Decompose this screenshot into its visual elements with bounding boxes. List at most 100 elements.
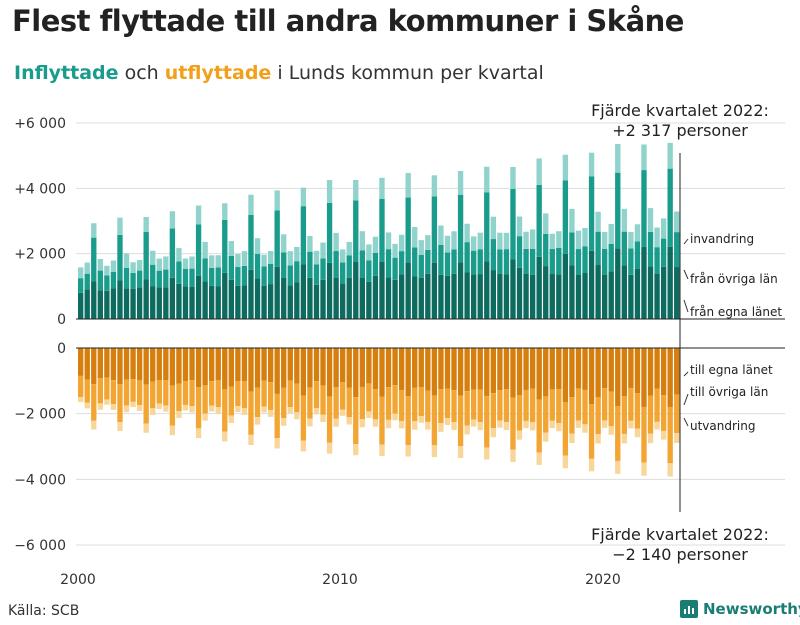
bar-segment-out: [176, 348, 182, 384]
bar-segment-in: [195, 205, 202, 225]
bar-segment-out: [516, 348, 523, 396]
bar-segment-out: [667, 406, 673, 464]
bar-segment-in: [654, 274, 660, 319]
bar-segment-out: [353, 397, 359, 445]
bar-segment-out: [667, 348, 673, 407]
bar-segment-in: [241, 265, 248, 286]
bar-segment-out: [320, 414, 326, 422]
bar-segment-in: [117, 217, 123, 235]
bar-segment-in: [143, 232, 149, 280]
bar-segment-in: [110, 288, 117, 319]
bar-segment-out: [405, 348, 411, 397]
bar-segment-in: [398, 251, 405, 275]
bar-segment-out: [222, 348, 228, 390]
bar-segment-out: [595, 348, 601, 398]
bar-segment-in: [497, 249, 503, 274]
bar-segment-in: [254, 253, 261, 279]
bar-segment-out: [431, 348, 438, 396]
bar-segment-out: [163, 380, 169, 406]
bar-segment-out: [130, 401, 136, 408]
series-label: utvandring: [690, 419, 755, 433]
bar-segment-out: [117, 348, 123, 385]
bar-segment-out: [209, 381, 215, 406]
bar-segment-out: [490, 393, 496, 429]
bar-segment-in: [353, 262, 359, 319]
bar-segment-in: [431, 175, 438, 197]
bar-segment-out: [516, 430, 523, 440]
bar-segment-out: [209, 348, 215, 382]
bar-segment-in: [385, 249, 392, 278]
bar-segment-in: [621, 208, 627, 232]
bar-segment-in: [451, 273, 457, 319]
bar-segment-out: [536, 399, 542, 453]
bar-segment-out: [313, 348, 320, 382]
bar-segment-in: [326, 202, 333, 263]
bar-segment-in: [202, 258, 208, 282]
bar-segment-in: [287, 251, 293, 266]
bar-segment-in: [398, 274, 405, 319]
bar-segment-out: [582, 348, 588, 390]
bar-segment-in: [313, 284, 320, 319]
bar-segment-out: [326, 442, 333, 454]
bar-segment-out: [621, 433, 627, 444]
bar-segment-in: [97, 259, 103, 271]
bar-segment-in: [615, 172, 621, 249]
bar-segment-out: [523, 348, 529, 390]
bar-segment-in: [91, 281, 97, 319]
bar-segment-out: [556, 422, 562, 432]
bar-segment-in: [261, 254, 267, 267]
bar-segment-out: [235, 381, 241, 407]
bar-segment-in: [674, 211, 680, 233]
bar-segment-in: [444, 275, 451, 319]
bar-segment-out: [156, 380, 162, 404]
bar-segment-out: [556, 348, 562, 390]
bar-segment-out: [621, 348, 627, 397]
bar-segment-out: [438, 389, 444, 424]
bar-segment-out: [346, 387, 352, 418]
bar-segment-out: [320, 348, 326, 386]
bar-segment-out: [104, 399, 110, 405]
bar-segment-in: [359, 231, 365, 251]
bar-segment-out: [110, 348, 117, 381]
bar-segment-out: [536, 452, 542, 465]
bar-segment-out: [523, 389, 529, 421]
bar-segment-in: [641, 246, 647, 319]
series-label: till egna länet: [690, 363, 773, 377]
bar-segment-out: [333, 348, 339, 388]
bar-segment-in: [261, 285, 267, 319]
bar-segment-out: [562, 401, 569, 456]
bar-segment-out: [425, 348, 431, 391]
bar-segment-in: [412, 247, 418, 277]
bar-segment-out: [660, 395, 667, 431]
bar-segment-in: [510, 188, 516, 260]
bar-segment-in: [405, 197, 411, 263]
bar-segment-in: [556, 231, 562, 248]
bar-segment-in: [628, 248, 634, 275]
bar-segment-out: [457, 348, 464, 396]
bar-segment-in: [516, 267, 523, 319]
bar-segment-out: [575, 420, 582, 428]
bar-segment-out: [425, 390, 431, 422]
bar-segment-in: [510, 166, 516, 189]
bar-segment-in: [477, 232, 483, 250]
bar-segment-out: [562, 348, 569, 402]
bar-segment-in: [497, 273, 503, 319]
bar-segment-out: [340, 348, 346, 383]
bar-segment-in: [674, 232, 680, 268]
bar-segment-out: [189, 380, 195, 407]
bar-segment-in: [543, 266, 549, 319]
bar-segment-in: [582, 273, 588, 319]
bar-segment-out: [346, 348, 352, 388]
label-leader: [683, 371, 689, 377]
bar-segment-out: [615, 460, 621, 474]
bar-segment-in: [536, 184, 542, 257]
bar-segment-in: [621, 265, 627, 319]
bar-segment-in: [294, 282, 300, 319]
bar-segment-out: [281, 387, 287, 419]
bar-segment-out: [163, 348, 169, 381]
bar-segment-out: [510, 348, 516, 398]
bar-segment-out: [274, 438, 280, 449]
bar-segment-in: [169, 211, 176, 229]
bar-segment-in: [425, 235, 431, 250]
bar-segment-in: [392, 243, 398, 258]
